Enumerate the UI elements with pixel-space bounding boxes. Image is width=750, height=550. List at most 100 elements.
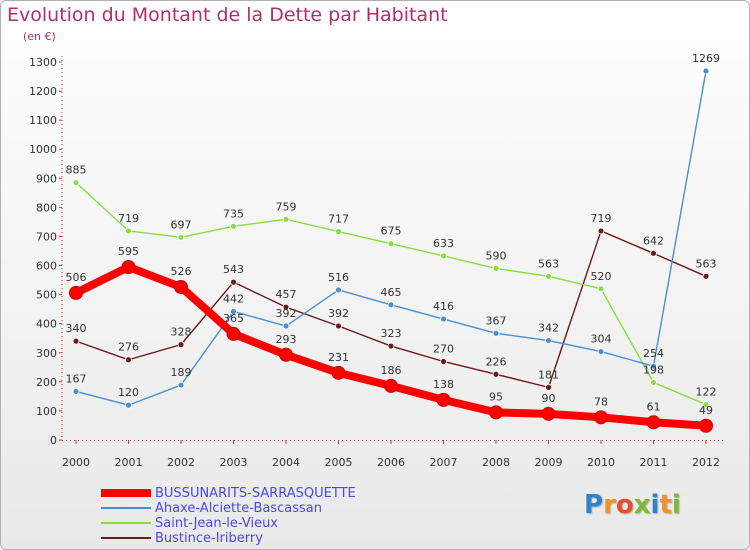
data-point	[492, 370, 500, 378]
data-point	[541, 406, 556, 421]
x-tick-label: 2010	[587, 456, 615, 469]
series-layer	[69, 67, 713, 433]
data-label: 293	[276, 333, 297, 346]
x-tick-label: 2004	[272, 456, 300, 469]
data-label: 328	[171, 326, 192, 339]
data-point	[440, 358, 447, 365]
y-tick-label: 100	[36, 405, 57, 418]
data-label: 226	[486, 355, 507, 368]
data-label: 526	[171, 265, 192, 278]
data-point	[436, 392, 451, 407]
proxiti-logo: Proxiti	[584, 490, 681, 520]
legend-swatch	[101, 489, 151, 497]
data-point	[545, 337, 552, 344]
data-label: 323	[381, 327, 402, 340]
y-tick-label: 200	[36, 376, 57, 389]
data-point	[230, 278, 237, 286]
axes: 0 100 200 300 400 500 600 700 800 900 1000 1100 1200…	[29, 56, 724, 469]
logo-letter: t	[659, 490, 672, 520]
data-point	[282, 322, 290, 330]
x-tick-label: 2001	[115, 456, 143, 469]
chart-subtitle: (en €)	[23, 30, 56, 43]
y-tick-label: 0	[50, 434, 57, 447]
data-point	[335, 322, 342, 330]
series-line-1	[75, 70, 707, 406]
data-point	[177, 341, 185, 349]
data-label: 90	[542, 392, 556, 405]
data-label: 675	[381, 225, 402, 238]
data-point	[177, 233, 185, 241]
data-point	[594, 410, 608, 425]
data-label: 138	[433, 378, 454, 391]
logo-letter: i	[650, 490, 660, 520]
data-point	[125, 401, 132, 409]
data-label: 543	[223, 263, 244, 276]
data-label: 506	[66, 271, 87, 284]
legend-swatch	[101, 522, 151, 524]
data-point	[230, 222, 237, 230]
data-label: 186	[381, 364, 402, 377]
data-label: 304	[591, 333, 612, 346]
y-tick-label: 1200	[29, 85, 57, 98]
data-point	[230, 308, 237, 315]
data-label: 181	[538, 368, 559, 381]
data-point	[125, 356, 132, 364]
data-point	[226, 326, 241, 341]
legend-label: Ahaxe-Alciette-Bascassan	[155, 501, 323, 516]
logo-letter: i	[671, 490, 681, 520]
data-point	[702, 67, 710, 75]
x-tick-label: 2008	[482, 456, 510, 469]
data-point	[440, 315, 447, 323]
data-label: 759	[276, 200, 297, 213]
data-label: 95	[489, 390, 503, 403]
legend-label: Saint-Jean-le-Vieux	[155, 516, 278, 531]
data-point	[72, 388, 80, 395]
data-label: 719	[118, 212, 139, 225]
y-tick-label: 800	[36, 201, 57, 214]
y-tick-label: 1300	[29, 56, 57, 69]
data-point	[282, 215, 290, 223]
x-tick-label: 2002	[167, 456, 195, 469]
data-point	[440, 252, 447, 260]
data-point	[597, 227, 605, 235]
data-label: 520	[591, 270, 612, 283]
data-point	[650, 362, 657, 370]
logo-letter: o	[615, 490, 634, 520]
y-tick-label: 1000	[29, 143, 57, 156]
data-point	[384, 378, 398, 393]
data-point	[335, 286, 342, 294]
legend-label: Bustince-Iriberry	[155, 531, 263, 546]
data-label: 340	[66, 322, 87, 335]
data-point	[72, 337, 80, 345]
data-label: 61	[647, 400, 661, 413]
data-label: 590	[486, 249, 507, 262]
data-label: 516	[328, 271, 349, 284]
data-point	[387, 342, 395, 350]
data-label: 563	[538, 257, 559, 270]
data-label: 416	[433, 300, 454, 313]
data-point	[174, 280, 188, 295]
data-point	[597, 348, 605, 356]
data-label: 642	[643, 234, 664, 247]
data-label: 465	[381, 286, 402, 299]
data-label: 342	[538, 322, 559, 335]
x-tick-label: 2005	[325, 456, 353, 469]
data-label: 276	[118, 341, 139, 354]
data-label: 367	[486, 314, 507, 327]
data-point	[699, 418, 713, 433]
data-point	[492, 329, 500, 337]
chart-title: Evolution du Montant de la Dette par Hab…	[7, 4, 448, 26]
data-label: 78	[594, 395, 608, 408]
data-point	[387, 301, 395, 309]
data-label: 457	[276, 288, 297, 301]
data-point	[69, 285, 83, 300]
data-point	[282, 303, 290, 311]
data-point	[489, 405, 503, 420]
logo-letter: P	[584, 490, 604, 520]
x-tick-label: 2007	[430, 456, 458, 469]
data-label: 885	[66, 164, 87, 177]
data-point	[597, 285, 605, 293]
x-tick-label: 2009	[535, 456, 563, 469]
logo-letter: r	[603, 490, 616, 520]
